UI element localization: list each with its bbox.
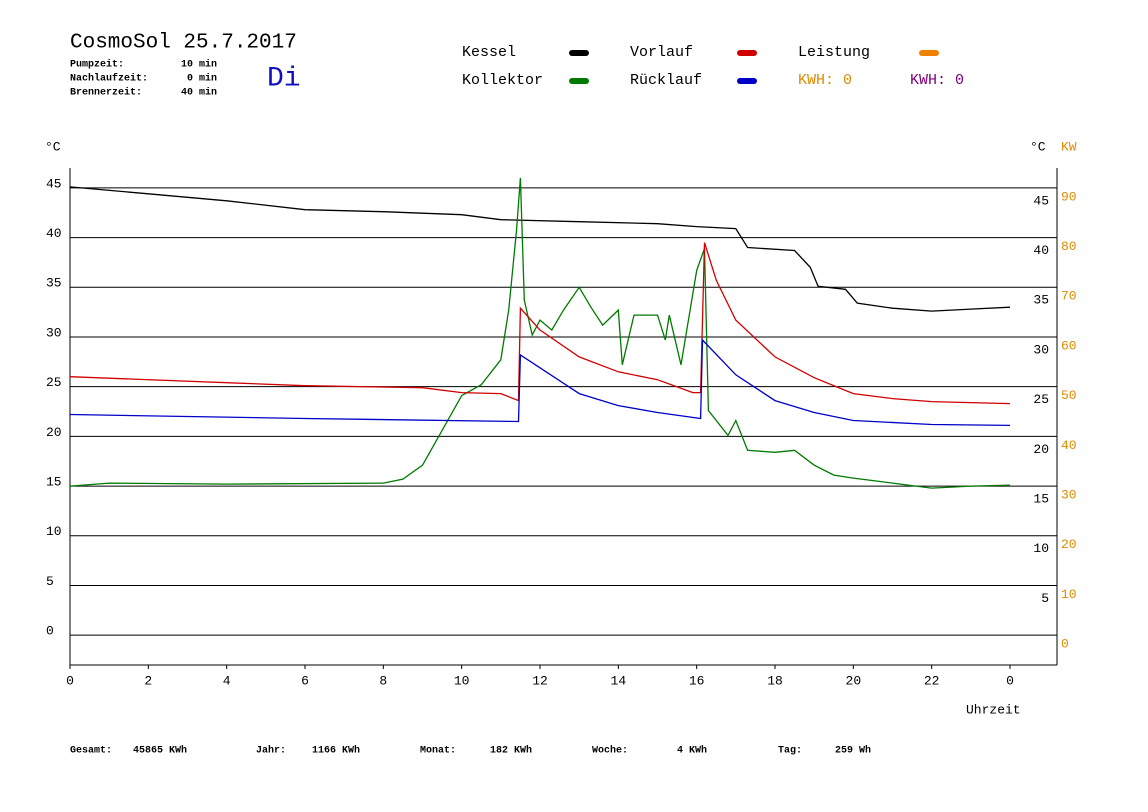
x-axis-label: Uhrzeit xyxy=(966,702,1021,717)
info-value: 0 min xyxy=(187,73,217,85)
y2-tick-label: 10 xyxy=(1061,587,1077,602)
y-tick-label: 5 xyxy=(46,574,54,589)
info-label: Nachlaufzeit: xyxy=(70,73,148,85)
y-tick-label-right: 5 xyxy=(1041,591,1049,606)
total-value: 1166 KWh xyxy=(312,745,360,757)
y2-axis-unit: KW xyxy=(1061,139,1077,154)
total-value: 4 KWh xyxy=(677,745,707,757)
x-tick-label: 12 xyxy=(532,673,548,688)
x-tick-label: 4 xyxy=(223,673,231,688)
y2-tick-label: 30 xyxy=(1061,488,1077,503)
y2-tick-label: 80 xyxy=(1061,239,1077,254)
series-line xyxy=(69,242,1011,405)
y-axis-unit-right: °C xyxy=(1030,139,1046,154)
info-value: 10 min xyxy=(181,59,217,71)
x-tick-label: 0 xyxy=(1006,673,1014,688)
x-tick-label: 16 xyxy=(689,673,705,688)
series-line xyxy=(69,338,1011,427)
y-tick-label: 25 xyxy=(46,375,62,390)
y-tick-label-right: 30 xyxy=(1033,342,1049,357)
series-line xyxy=(69,177,1011,489)
y2-tick-label: 60 xyxy=(1061,338,1077,353)
series-line xyxy=(69,186,1011,312)
y-tick-label-right: 20 xyxy=(1033,442,1049,457)
legend-label: Rücklauf xyxy=(630,72,702,89)
y-tick-label: 10 xyxy=(46,524,62,539)
kwh-label: KWH: 0 xyxy=(798,72,852,89)
y-tick-label: 45 xyxy=(46,176,62,191)
y2-tick-label: 40 xyxy=(1061,438,1077,453)
x-tick-label: 0 xyxy=(66,673,74,688)
total-label: Jahr: xyxy=(256,745,286,757)
legend-label: Vorlauf xyxy=(630,44,693,61)
y2-tick-label: 70 xyxy=(1061,289,1077,304)
legend-label: Kessel xyxy=(462,44,516,61)
total-label: Monat: xyxy=(420,746,456,757)
y-tick-label: 35 xyxy=(46,276,62,291)
y-tick-label: 20 xyxy=(46,425,62,440)
total-label: Gesamt: xyxy=(70,746,112,757)
x-tick-label: 22 xyxy=(924,673,940,688)
total-value: 45865 KWh xyxy=(133,745,187,757)
y-tick-label-right: 15 xyxy=(1033,492,1049,507)
weekday: Di xyxy=(267,63,301,94)
legend-label: Kollektor xyxy=(462,72,543,89)
y-tick-label: 15 xyxy=(46,475,62,490)
x-tick-label: 6 xyxy=(301,673,309,688)
y-tick-label-right: 45 xyxy=(1033,193,1049,208)
total-value: 259 Wh xyxy=(835,745,871,757)
y2-tick-label: 0 xyxy=(1061,637,1069,652)
y-tick-label: 40 xyxy=(46,226,62,241)
y2-tick-label: 50 xyxy=(1061,388,1077,403)
y-tick-label-right: 25 xyxy=(1033,392,1049,407)
y-tick-label-right: 35 xyxy=(1033,293,1049,308)
total-value: 182 KWh xyxy=(490,745,532,757)
info-label: Pumpzeit: xyxy=(70,59,124,71)
y-tick-label-right: 40 xyxy=(1033,243,1049,258)
x-tick-label: 2 xyxy=(144,673,152,688)
x-tick-label: 14 xyxy=(611,673,627,688)
info-label: Brennerzeit: xyxy=(70,87,142,99)
x-tick-label: 20 xyxy=(846,673,862,688)
y-tick-label-right: 10 xyxy=(1033,541,1049,556)
x-tick-label: 10 xyxy=(454,673,470,688)
legend-label: Leistung xyxy=(798,44,870,61)
chart-title: CosmoSol 25.7.2017 xyxy=(70,32,297,55)
info-value: 40 min xyxy=(181,87,217,99)
total-label: Woche: xyxy=(592,745,628,757)
kwh-label: KWH: 0 xyxy=(910,72,964,89)
y-tick-label: 0 xyxy=(46,624,54,639)
x-tick-label: 8 xyxy=(379,673,387,688)
y-axis-unit: °C xyxy=(45,139,61,154)
y2-tick-label: 90 xyxy=(1061,189,1077,204)
total-label: Tag: xyxy=(778,746,802,757)
y2-tick-label: 20 xyxy=(1061,537,1077,552)
y-tick-label: 30 xyxy=(46,325,62,340)
x-tick-label: 18 xyxy=(767,673,783,688)
